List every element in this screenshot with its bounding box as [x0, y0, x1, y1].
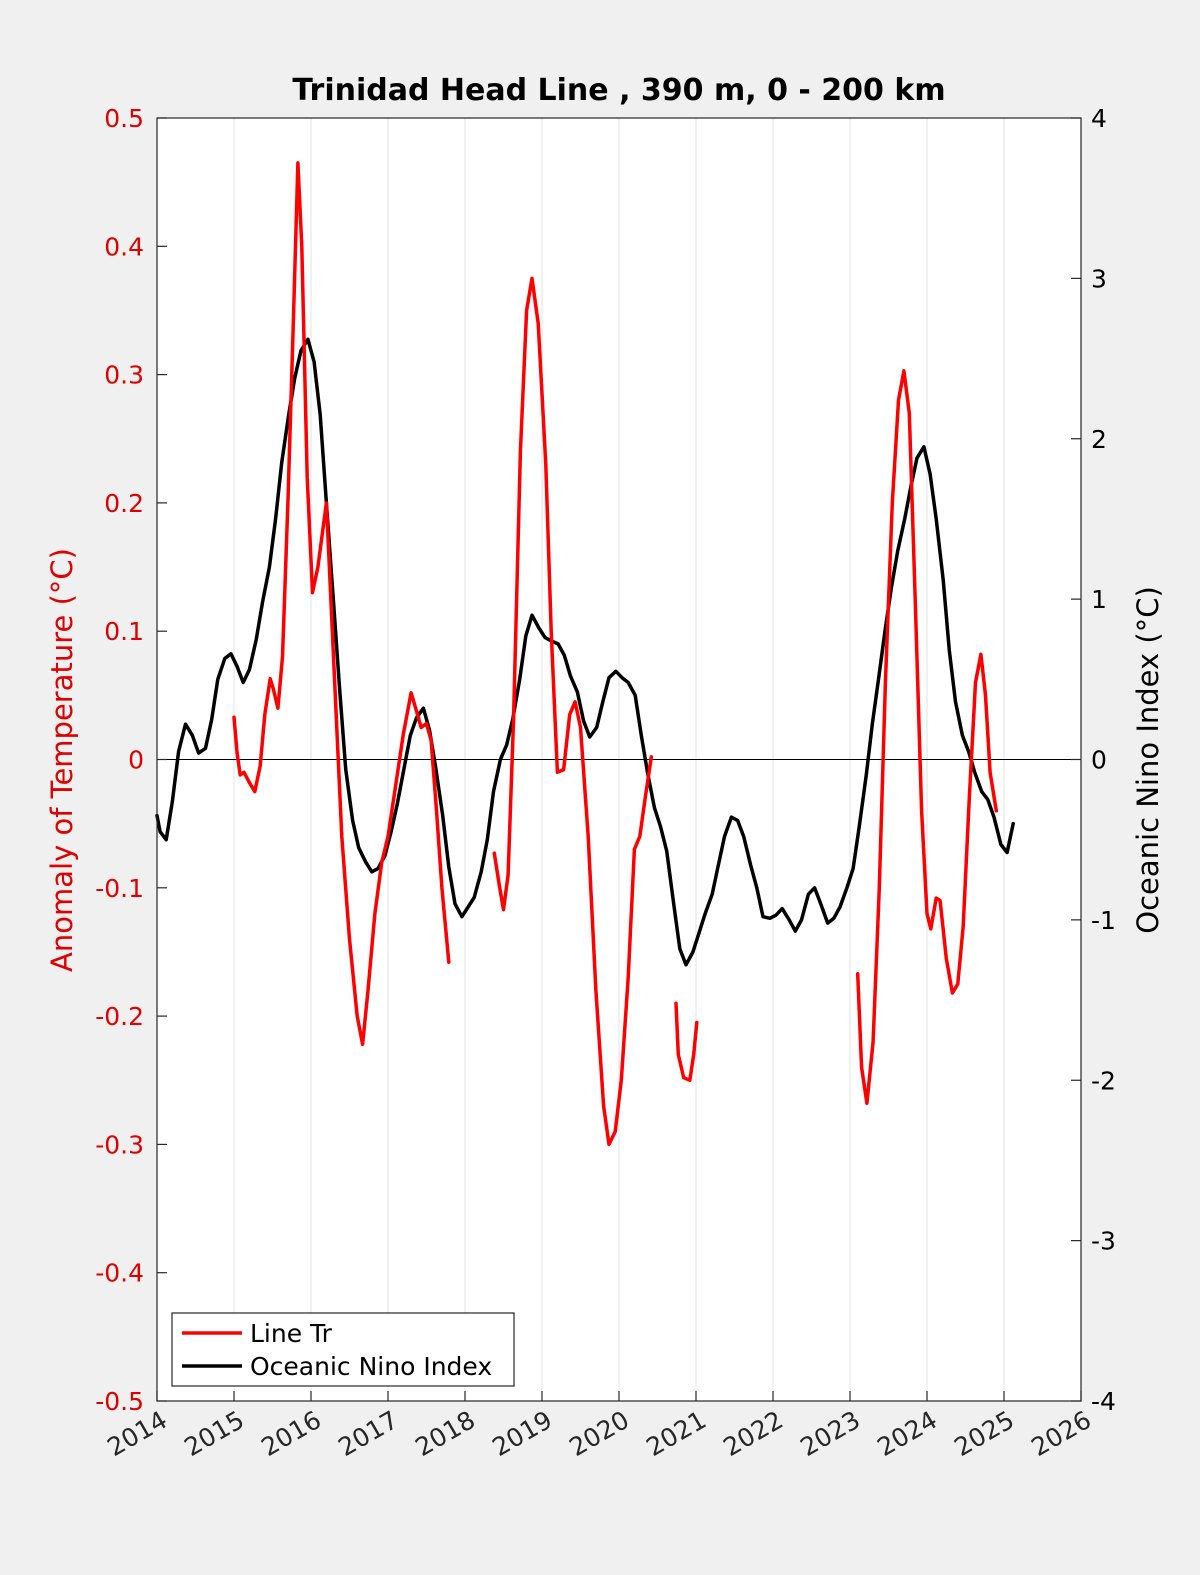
legend: Line Tr Oceanic Nino Index: [171, 1312, 515, 1387]
series-line-segment: [855, 369, 999, 1106]
y-right-tick-label: 4: [1091, 104, 1107, 133]
series-line-segment: [492, 276, 654, 1147]
x-tick-label: 2020: [564, 1405, 634, 1462]
x-tick-label: 2018: [410, 1405, 480, 1462]
y-left-tick-label: 0.1: [104, 617, 144, 646]
series-oni: [155, 337, 1015, 967]
x-tick-label: 2021: [641, 1405, 711, 1462]
legend-box: [171, 1312, 515, 1387]
x-tick-label: 2017: [333, 1405, 403, 1462]
y-left-tick-label: -0.2: [95, 1002, 144, 1031]
y-left-tick-label: -0.1: [95, 874, 144, 903]
y-left-tick-label: 0.3: [104, 361, 144, 390]
y-left-tick-label: 0.2: [104, 489, 144, 518]
y-right-tick-label: 3: [1091, 264, 1107, 293]
tick-marks: [156, 117, 1082, 1402]
series-line-segment: [155, 337, 1015, 967]
x-tick-label: 2024: [872, 1405, 942, 1462]
x-tick-label: 2016: [256, 1405, 326, 1462]
y-right-tick-label: 1: [1091, 585, 1107, 614]
y-axis-left-label: Anomaly of Temperature (°C): [45, 548, 79, 972]
x-tick-label: 2022: [718, 1405, 788, 1462]
y-right-tick-label: -4: [1091, 1387, 1116, 1416]
x-tick-label: 2025: [949, 1405, 1019, 1462]
chart-title: Trinidad Head Line , 390 m, 0 - 200 km: [292, 73, 945, 108]
y-left-tick-label: -0.4: [95, 1259, 144, 1288]
y-right-tick-label: -2: [1091, 1066, 1116, 1095]
legend-label-oni: Oceanic Nino Index: [250, 1352, 492, 1381]
y-right-tick-label: 2: [1091, 425, 1107, 454]
y-left-tick-label: 0.5: [104, 104, 144, 133]
series-layer: [155, 161, 1015, 1147]
y-left-tick-label: -0.5: [95, 1387, 144, 1416]
y-axis-right-label: Oceanic Nino Index (°C): [1131, 586, 1165, 934]
x-tick-label: 2023: [795, 1405, 865, 1462]
x-tick-label: 2019: [487, 1405, 557, 1462]
y-left-tick-label: 0: [128, 746, 144, 775]
x-tick-label: 2015: [179, 1405, 249, 1462]
y-right-tick-label: -1: [1091, 906, 1116, 935]
legend-label-line-tr: Line Tr: [250, 1319, 333, 1348]
y-left-tick-label: 0.4: [104, 232, 144, 261]
y-left-tick-label: -0.3: [95, 1130, 144, 1159]
y-right-tick-label: -3: [1091, 1227, 1116, 1256]
series-line-segment: [232, 161, 451, 1047]
x-tick-label: 2026: [1026, 1405, 1096, 1462]
y-right-tick-label: 0: [1091, 746, 1107, 775]
series-line-segment: [674, 1001, 699, 1083]
series-line-tr: [232, 161, 999, 1147]
